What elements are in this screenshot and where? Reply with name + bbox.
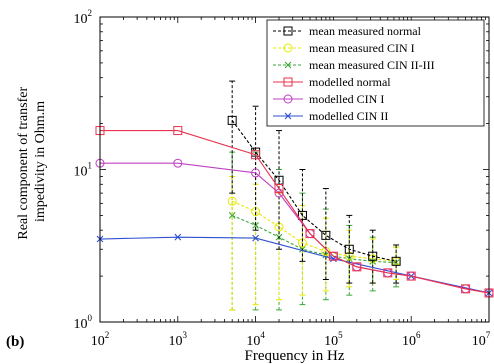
legend-entry: mean measured CIN II-III — [273, 58, 435, 72]
data-point — [461, 284, 471, 294]
legend: mean measured normal mean measured CIN I m… — [266, 19, 485, 127]
y-tick-label-exponent: 1 — [88, 161, 93, 171]
legend-entry: mean measured normal — [273, 24, 422, 38]
data-point — [274, 184, 284, 194]
data-point — [173, 158, 183, 168]
x-tick-label-base: 10 — [91, 334, 105, 349]
legend-marker — [283, 26, 293, 36]
y-tick-label-base: 10 — [74, 12, 88, 27]
data-point — [252, 234, 259, 242]
legend-entry: modelled CIN I — [273, 92, 384, 106]
x-tick-label-exponent: 7 — [486, 330, 491, 340]
x-tick-label: 103 — [169, 330, 188, 349]
x-tick-label: 107 — [472, 330, 491, 349]
data-point — [368, 251, 378, 261]
data-point — [383, 268, 393, 278]
y-tick-label-exponent: 2 — [88, 8, 93, 18]
series-4 — [95, 126, 494, 298]
data-point — [174, 233, 182, 241]
x-tick-label-exponent: 4 — [260, 330, 265, 340]
data-point — [252, 222, 259, 229]
data-point-stroke — [252, 234, 259, 242]
x-tick-label-exponent: 5 — [338, 330, 343, 340]
y-tick-label: 100 — [74, 313, 93, 332]
legend-label: mean measured CIN II-III — [309, 58, 435, 72]
y-tick-label: 101 — [74, 161, 93, 180]
data-point — [227, 115, 237, 125]
data-point — [344, 244, 354, 254]
y-axis-label-line-2: impedivity in Ohm.m — [33, 101, 48, 222]
data-point — [297, 210, 307, 220]
legend-entry: modelled normal — [273, 75, 391, 89]
x-tick-label-base: 10 — [472, 334, 486, 349]
legend-box — [266, 19, 485, 127]
data-point — [251, 168, 261, 178]
legend-marker — [284, 61, 292, 69]
legend-label: modelled CIN I — [309, 92, 384, 106]
x-tick-label-base: 10 — [246, 334, 260, 349]
y-tick-label-base: 10 — [74, 165, 88, 180]
x-tick-label-exponent: 3 — [183, 330, 188, 340]
data-point — [227, 196, 237, 206]
legend-marker-stroke — [284, 61, 292, 69]
y-tick-label: 102 — [74, 8, 93, 27]
x-tick-label: 105 — [324, 330, 343, 349]
legend-marker — [283, 77, 293, 87]
y-tick-label-exponent: 0 — [88, 313, 93, 323]
data-point — [173, 126, 183, 136]
x-tick-label: 104 — [246, 330, 265, 349]
x-tick-label-base: 10 — [169, 334, 183, 349]
panel-label: (b) — [6, 334, 24, 350]
x-tick-label: 102 — [91, 330, 110, 349]
data-point-stroke — [252, 222, 259, 229]
x-tick-label-base: 10 — [324, 334, 338, 349]
legend-entry: mean measured CIN I — [273, 41, 415, 55]
x-tick-label-base: 10 — [402, 334, 416, 349]
legend-entry: modelled CIN II — [273, 109, 388, 123]
x-tick-label-exponent: 2 — [105, 330, 110, 340]
legend-marker — [283, 43, 293, 53]
legend-marker — [283, 94, 293, 104]
data-point — [305, 229, 315, 239]
data-point-stroke — [174, 233, 182, 241]
data-point-stroke — [228, 212, 236, 219]
data-point — [328, 251, 338, 261]
series-line — [100, 130, 490, 294]
legend-marker-stroke — [284, 112, 292, 120]
data-point — [352, 262, 362, 272]
data-point — [391, 256, 401, 266]
legend-label: mean measured normal — [309, 24, 422, 38]
legend-label: modelled CIN II — [309, 109, 388, 123]
legend-label: mean measured CIN I — [309, 41, 415, 55]
data-point — [406, 271, 416, 281]
x-tick-label: 106 — [402, 330, 421, 349]
x-axis-label: Frequency in Hz — [245, 348, 345, 364]
data-point — [251, 150, 261, 160]
x-tick-label-exponent: 6 — [416, 330, 421, 340]
y-axis-label-line-1: Real component of transfer — [16, 87, 31, 240]
y-axis-label: Real component of transfer impedivity in… — [16, 83, 48, 239]
series-layer — [95, 80, 494, 311]
data-point — [321, 230, 331, 240]
y-tick-label-base: 10 — [74, 317, 88, 332]
legend-label: modelled normal — [309, 75, 391, 89]
data-point — [228, 212, 236, 219]
legend-marker — [284, 112, 292, 120]
